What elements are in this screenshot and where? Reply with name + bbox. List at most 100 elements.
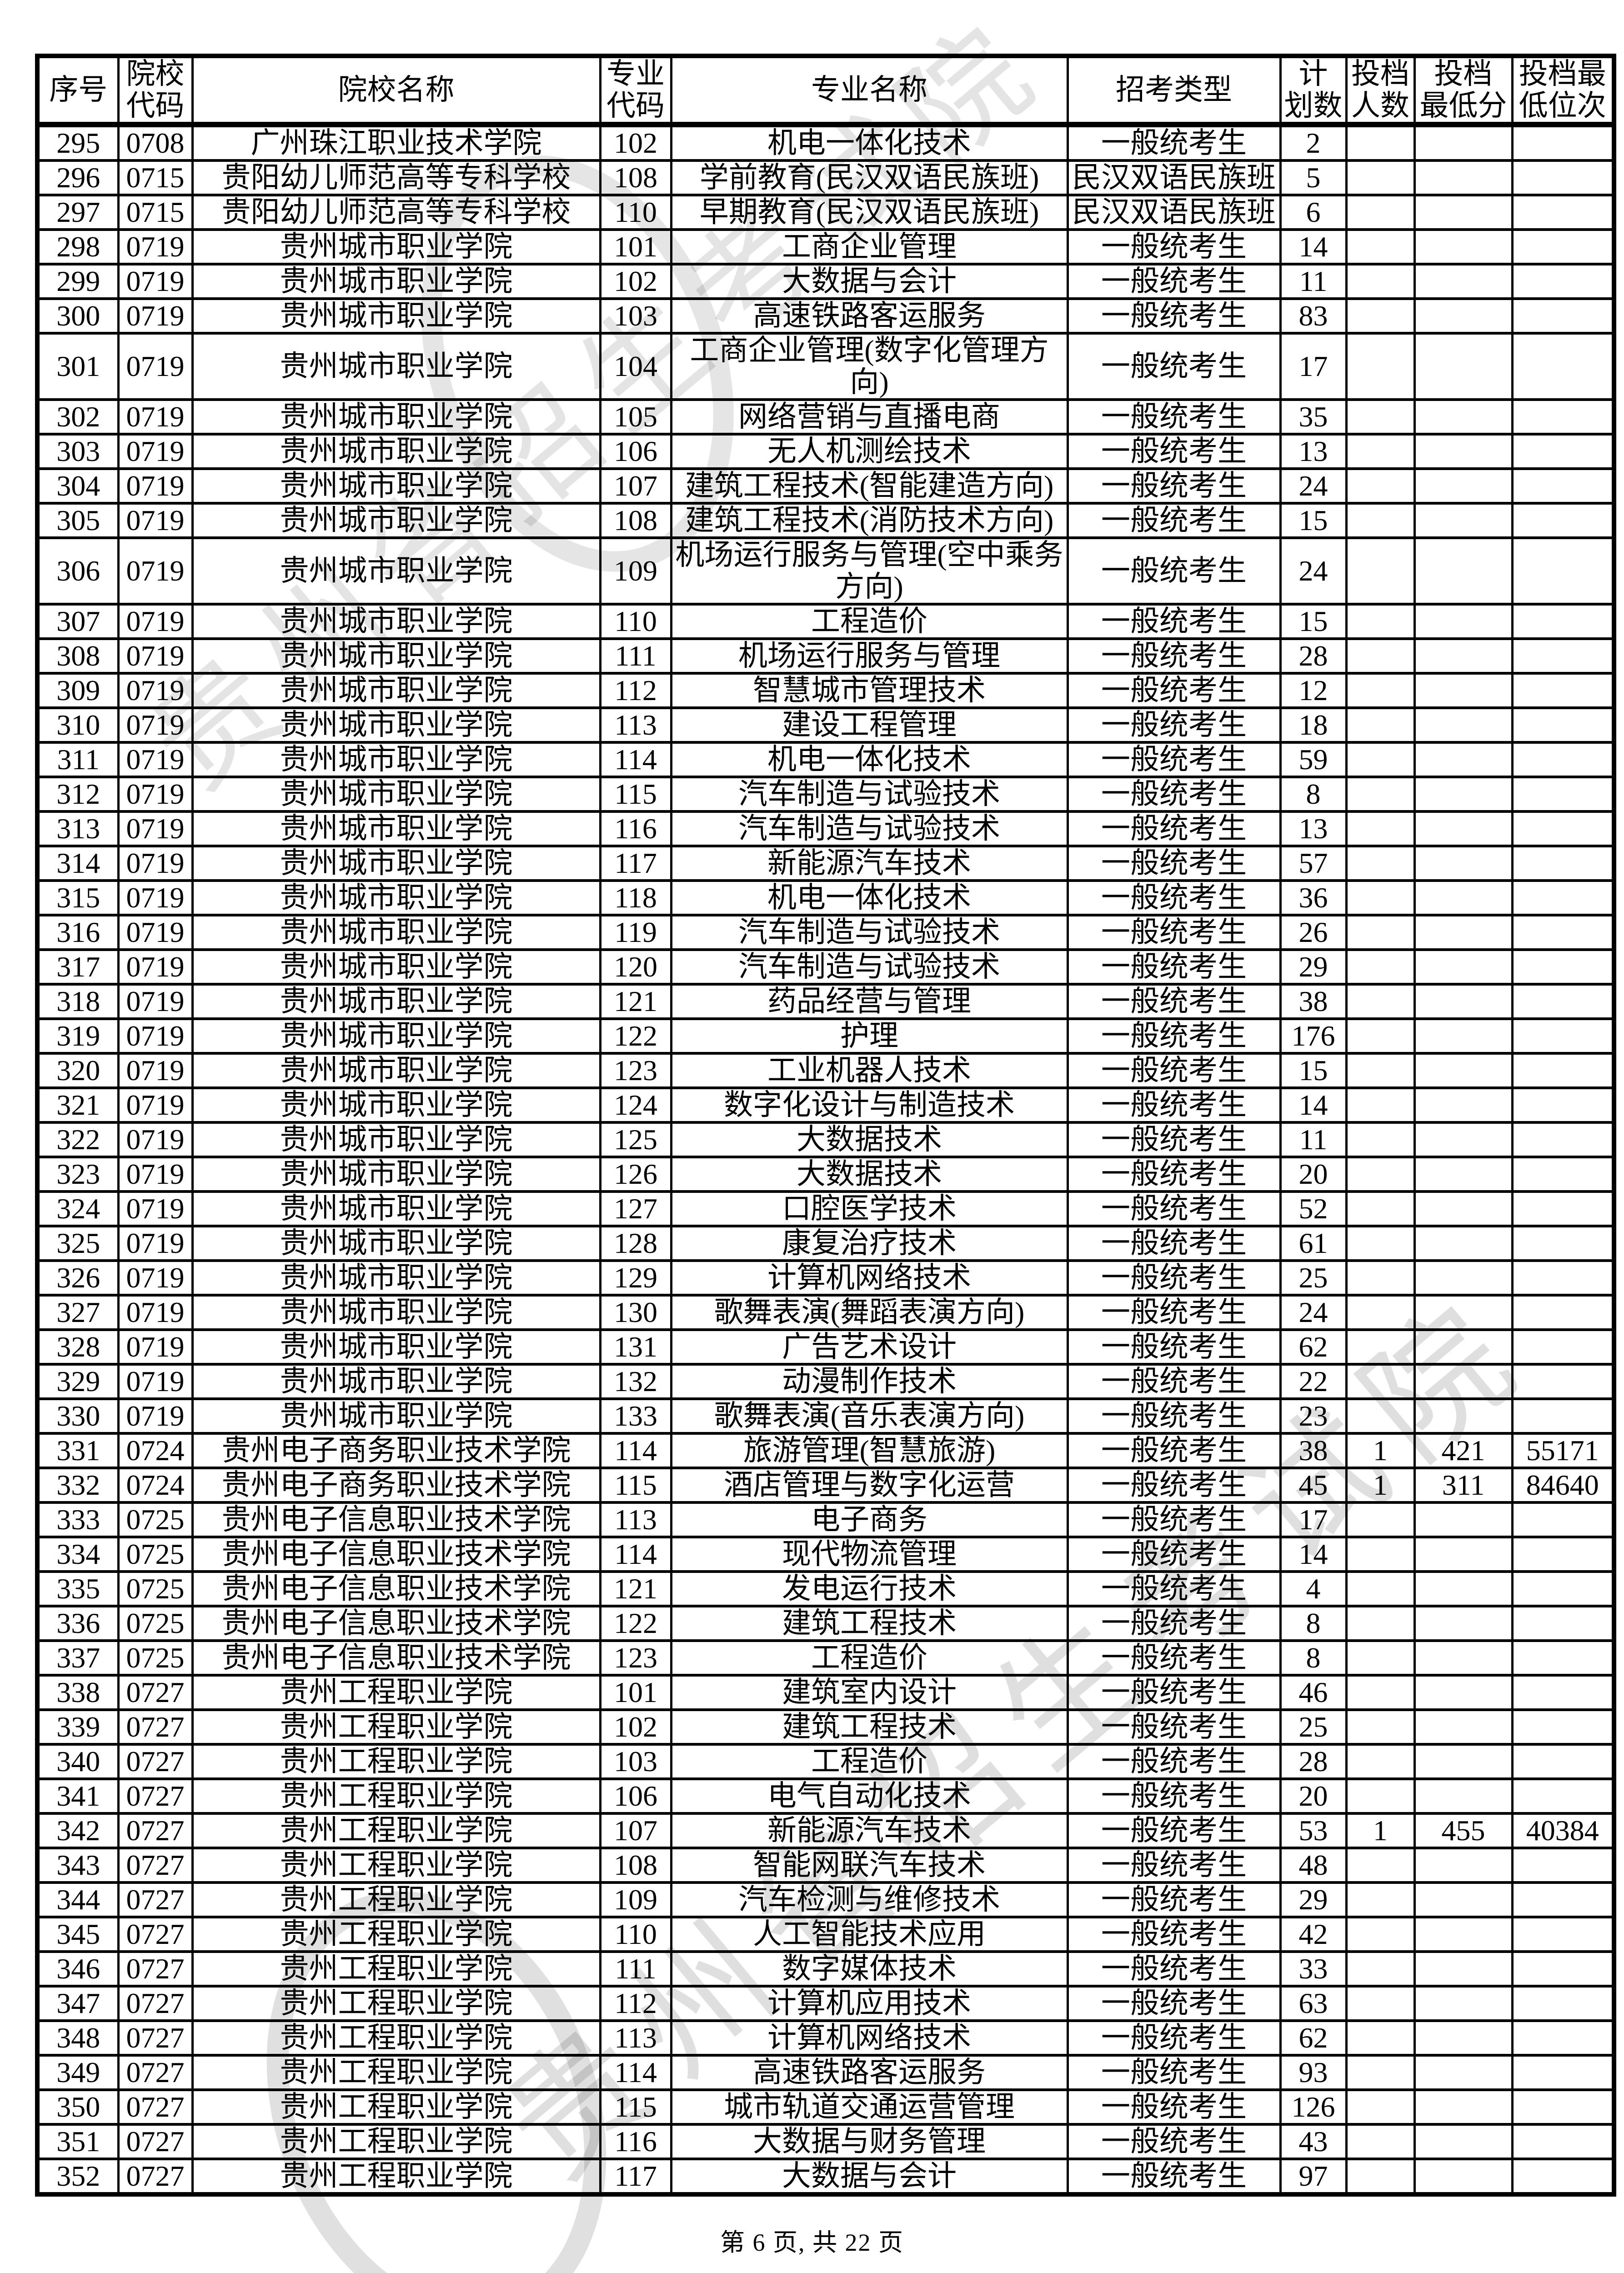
admission-type-cell: 一般统考生 (1066, 1777, 1280, 1813)
college-name-cell: 贵州城市职业学院 (191, 1017, 600, 1053)
file-min-rank-cell (1511, 1639, 1614, 1675)
college-name-cell: 贵州城市职业学院 (191, 502, 600, 538)
college-name-cell: 贵州工程职业学院 (191, 1708, 600, 1744)
file-count-cell (1345, 194, 1414, 230)
table-row: 344 0727 贵州工程职业学院 109 汽车检测与维修技术 一般统考生 29 (36, 1881, 1614, 1917)
file-count-cell (1345, 741, 1414, 777)
file-min-rank-cell (1511, 194, 1614, 230)
serial-number-cell: 324 (36, 1190, 118, 1226)
file-min-rank-cell (1511, 1294, 1614, 1330)
major-name-cell: 建筑工程技术 (670, 1605, 1068, 1641)
plan-count-cell: 46 (1279, 1674, 1346, 1710)
file-count-cell (1345, 2054, 1414, 2090)
college-name-cell: 贵州电子商务职业技术学院 (191, 1467, 600, 1502)
serial-number-cell: 301 (36, 332, 118, 400)
table-row: 318 0719 贵州城市职业学院 121 药品经营与管理 一般统考生 38 (36, 983, 1614, 1019)
file-min-score-cell (1413, 845, 1512, 881)
college-code-cell: 0727 (117, 2123, 192, 2159)
file-min-score-cell (1413, 1294, 1512, 1330)
file-count-cell (1345, 1190, 1414, 1226)
table-row: 314 0719 贵州城市职业学院 117 新能源汽车技术 一般统考生 57 (36, 845, 1614, 881)
college-name-cell: 贵州城市职业学院 (191, 810, 600, 846)
major-code-cell: 133 (599, 1397, 671, 1433)
major-name-cell: 新能源汽车技术 (670, 1812, 1068, 1848)
file-min-rank-cell (1511, 1121, 1614, 1157)
table-row: 316 0719 贵州城市职业学院 119 汽车制造与试验技术 一般统考生 26 (36, 914, 1614, 950)
major-code-cell: 102 (599, 123, 671, 160)
major-code-cell: 107 (599, 1812, 671, 1848)
college-code-cell: 0719 (117, 672, 192, 708)
file-count-cell (1345, 467, 1414, 503)
college-code-cell: 0719 (117, 948, 192, 984)
college-code-cell: 0727 (117, 1916, 192, 1952)
plan-count-cell: 14 (1279, 228, 1346, 264)
college-name-header: 院校名称 (191, 55, 600, 127)
file-count-cell (1345, 1294, 1414, 1330)
college-code-cell: 0725 (117, 1501, 192, 1537)
file-min-rank-cell (1511, 332, 1614, 400)
major-name-cell: 发电运行技术 (670, 1570, 1068, 1606)
major-name-header: 专业名称 (670, 55, 1068, 127)
major-name-cell: 酒店管理与数字化运营 (670, 1467, 1068, 1502)
college-code-cell: 0719 (117, 1052, 192, 1088)
plan-count-cell: 83 (1279, 297, 1346, 333)
major-name-cell: 电气自动化技术 (670, 1777, 1068, 1813)
college-code-cell: 0719 (117, 332, 192, 400)
file-min-score-cell (1413, 123, 1512, 160)
file-min-rank-cell (1511, 228, 1614, 264)
major-name-cell: 工程造价 (670, 1639, 1068, 1675)
table-row: 335 0725 贵州电子信息职业技术学院 121 发电运行技术 一般统考生 4 (36, 1570, 1614, 1606)
serial-number-cell: 305 (36, 502, 118, 538)
serial-number-cell: 329 (36, 1363, 118, 1399)
admission-type-cell: 一般统考生 (1066, 2088, 1280, 2124)
file-min-score-cell (1413, 1017, 1512, 1053)
college-name-cell: 贵州工程职业学院 (191, 2088, 600, 2124)
college-name-cell: 贵州城市职业学院 (191, 1259, 600, 1295)
file-min-rank-cell (1511, 706, 1614, 742)
major-code-cell: 128 (599, 1225, 671, 1261)
file-count-cell (1345, 1363, 1414, 1399)
file-min-score-cell (1413, 2158, 1512, 2194)
plan-count-cell: 36 (1279, 879, 1346, 915)
serial-number-cell: 337 (36, 1639, 118, 1675)
file-count-cell (1345, 297, 1414, 333)
major-code-cell: 106 (599, 433, 671, 469)
serial-number-cell: 334 (36, 1536, 118, 1572)
major-code-cell: 125 (599, 1121, 671, 1157)
college-code-cell: 0719 (117, 1121, 192, 1157)
college-name-cell: 贵州城市职业学院 (191, 706, 600, 742)
plan-count-cell: 4 (1279, 1570, 1346, 1606)
serial-number-cell: 320 (36, 1052, 118, 1088)
admission-type-cell: 一般统考生 (1066, 741, 1280, 777)
file-min-score-cell (1413, 1156, 1512, 1192)
major-code-cell: 102 (599, 263, 671, 299)
college-code-cell: 0727 (117, 1777, 192, 1813)
serial-number-cell: 343 (36, 1847, 118, 1882)
major-name-cell: 汽车制造与试验技术 (670, 776, 1068, 811)
admission-type-cell: 一般统考生 (1066, 263, 1280, 299)
file-min-rank-cell (1511, 948, 1614, 984)
serial-number-cell: 333 (36, 1501, 118, 1537)
college-code-cell: 0719 (117, 1190, 192, 1226)
file-count-header: 投档 人数 (1345, 55, 1414, 127)
file-min-score-cell (1413, 159, 1512, 195)
header-row: 序号 院校 代码 院校名称 专业 代码 专业名称 招考类型计 划数 投档 人数 投档 最低分投… (36, 55, 1614, 127)
admission-type-cell: 一般统考生 (1066, 1674, 1280, 1710)
college-name-cell: 贵州城市职业学院 (191, 1156, 600, 1192)
plan-count-cell: 15 (1279, 502, 1346, 538)
college-code-cell: 0719 (117, 1017, 192, 1053)
plan-count-cell: 13 (1279, 433, 1346, 469)
admission-type-cell: 一般统考生 (1066, 1397, 1280, 1433)
plan-count-cell: 20 (1279, 1156, 1346, 1192)
plan-count-cell: 23 (1279, 1397, 1346, 1433)
major-code-cell: 109 (599, 1881, 671, 1917)
file-min-rank-cell (1511, 810, 1614, 846)
major-name-cell: 建筑工程技术(智能建造方向) (670, 467, 1068, 503)
table-row: 342 0727 贵州工程职业学院 107 新能源汽车技术 一般统考生 53 1 455 4038… (36, 1812, 1614, 1848)
major-code-cell: 116 (599, 2123, 671, 2159)
college-name-cell: 贵州城市职业学院 (191, 983, 600, 1019)
file-min-rank-cell: 55171 (1511, 1432, 1614, 1468)
college-code-cell: 0727 (117, 1708, 192, 1744)
admission-type-cell: 一般统考生 (1066, 1294, 1280, 1330)
serial-number-cell: 346 (36, 1950, 118, 1986)
